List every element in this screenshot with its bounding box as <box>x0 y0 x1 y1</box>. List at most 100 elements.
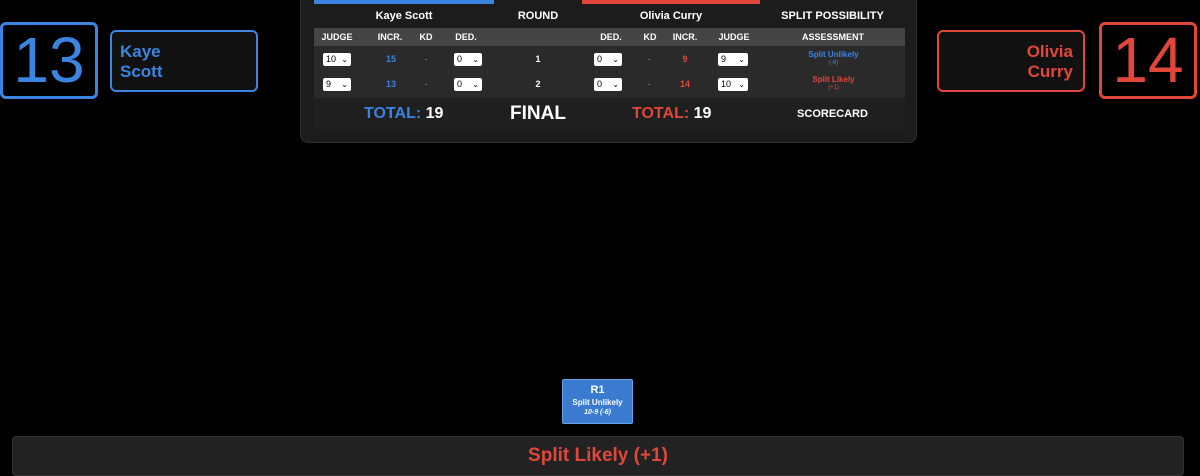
x-tick-label: 1:10 <box>259 328 277 338</box>
red-fighter-name: Olivia Curry <box>937 30 1085 92</box>
x-tick-label: 1:00 <box>301 328 319 338</box>
red-judge-select-r1[interactable]: 9 ⌄ <box>718 53 748 66</box>
data-point <box>1094 239 1102 247</box>
round-badge-detail: 10-9 (-6) <box>584 409 611 416</box>
round-badge-title: R1 <box>590 384 605 396</box>
bar <box>169 133 185 323</box>
blue-judge-value-r2: 9 <box>326 79 332 89</box>
scorecard-panel: Kaye Scott ROUND Olivia Curry SPLIT POSS… <box>300 0 917 143</box>
blue-total-value: 19 <box>425 105 444 122</box>
y-tick-label: -2 <box>629 265 637 275</box>
data-point <box>1049 239 1057 247</box>
data-point <box>732 184 740 192</box>
red-header-bar <box>582 0 760 4</box>
blue-ded-select-r2[interactable]: 0 ⌄ <box>454 78 482 91</box>
x-tick-label: 1:50 <box>92 328 110 338</box>
blue-first-name: Kaye <box>120 42 161 61</box>
bar <box>226 259 242 323</box>
negative-area <box>871 215 917 270</box>
subheader-row <box>314 28 905 46</box>
x-tick-label: 0:10 <box>1135 329 1153 339</box>
chevron-down-icon: ⌄ <box>341 80 348 89</box>
data-point <box>1004 211 1012 219</box>
x-tick-label: 0:10 <box>510 328 528 338</box>
chevron-down-icon: ⌄ <box>612 55 619 64</box>
negative-area <box>1053 215 1099 243</box>
negative-area <box>1143 215 1167 243</box>
bar <box>100 196 116 323</box>
x-tick-label: 2:00 <box>636 329 654 339</box>
assessment-r2: Split Likely <box>812 75 855 84</box>
x-tick-label: 0:00 <box>552 328 570 338</box>
x-tick-label: 0:20 <box>469 328 487 338</box>
negative-area <box>1007 215 1053 243</box>
red-first-name: Olivia <box>1026 42 1073 61</box>
blue-name-header: Kaye Scott <box>314 0 494 28</box>
y-tick-label: 0 <box>25 318 30 328</box>
red-judge-col: JUDGE <box>718 32 750 42</box>
blue-judge-select-r1[interactable]: 10 ⌄ <box>323 53 351 66</box>
data-point <box>868 239 876 247</box>
bar <box>519 196 535 323</box>
blue-fighter-name: Kaye Scott <box>110 30 258 92</box>
y-tick-label: 1 <box>25 255 30 265</box>
x-tick-label: 0:50 <box>954 329 972 339</box>
blue-fighter-score: 13 <box>0 22 98 99</box>
blue-incr-col: INCR. <box>377 32 403 42</box>
blue-ded-select-r1[interactable]: 0 ⌄ <box>454 53 482 66</box>
negative-area <box>917 215 963 270</box>
red-ded-select-r1[interactable]: 0 ⌄ <box>594 53 622 66</box>
red-ded-select-r2[interactable]: 0 ⌄ <box>594 78 622 91</box>
bar <box>351 196 367 323</box>
data-point <box>686 211 694 219</box>
red-incr-r1: 9 <box>682 54 688 64</box>
x-tick-label: 1:30 <box>772 329 790 339</box>
negative-area <box>962 215 1008 243</box>
bar <box>295 259 310 323</box>
bar <box>142 259 158 323</box>
positive-area <box>1166 188 1189 216</box>
chevron-down-icon: ⌄ <box>472 55 479 64</box>
x-axis-label: Time <box>907 346 927 356</box>
red-total-label: TOTAL: <box>632 105 690 122</box>
bar <box>336 259 352 323</box>
x-axis-label: Time <box>300 346 320 356</box>
x-tick-label: 0:00 <box>1180 329 1197 339</box>
round-badge-assessment: Split Unlikely <box>572 398 623 407</box>
red-judge-select-r2[interactable]: 10 ⌄ <box>718 78 748 91</box>
bar <box>43 259 59 323</box>
round-1-badge[interactable]: R1 Split Unlikely 10-9 (-6) <box>562 379 633 424</box>
score-bar-chart-panel: 0 1 2 3 2:00 1:50 1:40 1:30 1:20 1:10 1:00 0:50 0:40… <box>0 120 592 365</box>
totals-row <box>314 98 905 130</box>
data-point <box>822 211 830 219</box>
bar <box>420 196 436 323</box>
positive-area <box>735 161 781 216</box>
x-tick-label: 0:30 <box>1044 329 1062 339</box>
split-assessment-banner: Split Likely (+1) <box>12 436 1184 476</box>
data-point <box>641 211 649 219</box>
blue-total: TOTAL: 19 <box>364 98 494 130</box>
bar <box>253 259 269 323</box>
blue-ded-value-r1: 0 <box>457 54 463 64</box>
bar <box>58 259 74 323</box>
red-kd-col: KD <box>643 32 657 42</box>
x-tick-label: 0:40 <box>999 329 1017 339</box>
bar <box>85 259 101 323</box>
red-total-value: 19 <box>693 105 712 122</box>
final-label: FINAL <box>510 103 566 124</box>
y-axis-label: Differential <box>613 208 623 251</box>
bar <box>378 259 394 323</box>
y-tick-label: 2 <box>25 191 30 201</box>
data-point <box>1185 184 1193 192</box>
chevron-down-icon: ⌄ <box>341 55 348 64</box>
bar <box>211 196 227 323</box>
y-tick-label: -1 <box>629 238 637 248</box>
assessment-sub-r1: (-6) <box>828 60 839 66</box>
red-kd-r2: - <box>647 79 651 89</box>
red-judge-value-r1: 9 <box>721 54 727 64</box>
blue-judge-select-r2[interactable]: 9 ⌄ <box>323 78 351 91</box>
data-point <box>958 239 966 247</box>
positive-area <box>781 161 827 216</box>
x-tick-label: 0:50 <box>343 328 361 338</box>
split-possibility-header: SPLIT POSSIBILITY <box>760 0 905 28</box>
